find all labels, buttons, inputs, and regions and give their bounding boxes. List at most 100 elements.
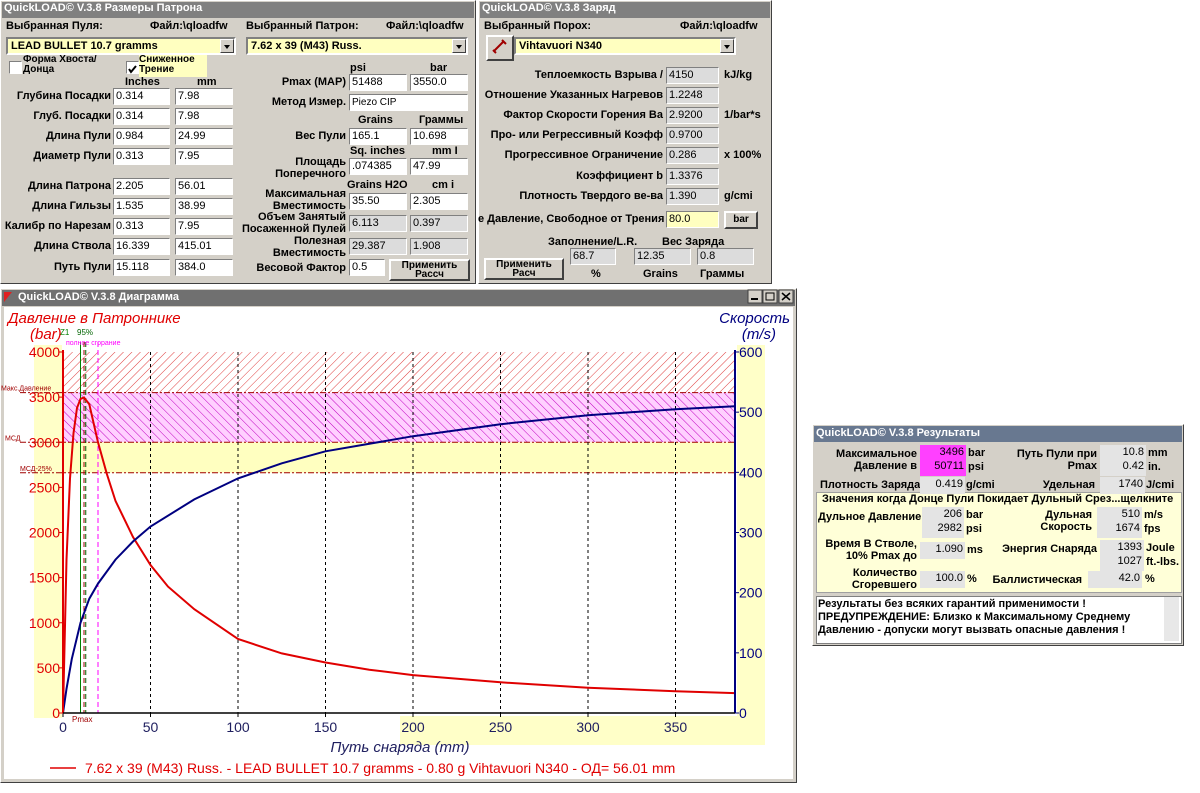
window-title: QuickLOAD© V.3.8 Диаграмма (18, 291, 180, 303)
text-area (816, 596, 1182, 644)
label: bar (968, 447, 986, 459)
readonly-field: 2.9200 (666, 107, 719, 124)
readonly-field: 1.3376 (666, 168, 719, 185)
button[interactable]: Применить Расч (484, 258, 564, 280)
input-field[interactable]: 7.98 (175, 108, 233, 125)
input-field[interactable]: 1.535 (113, 198, 170, 215)
input-field[interactable]: 0.314 (113, 108, 170, 125)
input-field[interactable]: 0.984 (113, 128, 170, 145)
x-tick-label: 250 (489, 719, 513, 735)
label: in. (1148, 461, 1161, 473)
input-field[interactable]: 2.305 (410, 193, 468, 210)
series-line (62, 405, 736, 714)
input-field[interactable]: Piezo CIP (349, 94, 468, 111)
input-field[interactable]: 384.0 (175, 259, 233, 276)
button[interactable]: bar (724, 211, 758, 229)
input-field[interactable]: 3550.0 (410, 74, 468, 91)
checkbox[interactable] (9, 61, 22, 74)
x-tick-label: 100 (226, 719, 250, 735)
label: Файл:\qloadfw (680, 20, 758, 32)
label: Значения когда Донце Пули Покидает Дульн… (822, 493, 1174, 505)
label: kJ/kg (724, 69, 753, 81)
readonly-field: 0.419 (920, 477, 965, 494)
dropdown-arrow[interactable] (220, 39, 234, 53)
input-field[interactable]: 7.98 (175, 88, 233, 105)
label: 10% Pmax до (845, 550, 917, 562)
readonly-field: 1.908 (410, 238, 468, 255)
label: % (967, 573, 977, 585)
label: m/s (1144, 509, 1163, 521)
input-field[interactable]: 16.339 (113, 238, 170, 255)
input-field[interactable]: 0.313 (113, 148, 170, 165)
input-field[interactable]: 10.698 (410, 128, 468, 145)
input-field[interactable]: 51488 (349, 74, 407, 91)
label: Полезная (294, 235, 346, 247)
label: Grains (358, 114, 393, 126)
input-field[interactable]: 80.0 (666, 211, 719, 228)
input-field[interactable]: 2.205 (113, 178, 170, 195)
input-field[interactable]: 15.118 (113, 259, 170, 276)
label: mm (197, 76, 217, 88)
label: Максимальная (265, 188, 346, 200)
dropdown[interactable]: 7.62 x 39 (M43) Russ. (246, 37, 468, 55)
input-field[interactable]: 38.99 (175, 198, 233, 215)
label: Заполнение/L.R. (548, 236, 638, 248)
label: Удельная (1042, 479, 1095, 491)
label: Вместимость (272, 247, 346, 259)
highlight (400, 716, 765, 745)
label: Плотность Твердого ве-ва (519, 190, 663, 202)
input-field[interactable]: 0.313 (113, 218, 170, 235)
scrollbar[interactable] (1164, 597, 1179, 641)
dropdown[interactable]: LEAD BULLET 10.7 gramms (6, 37, 236, 55)
label: Pmax (1067, 460, 1097, 472)
label: Калибр по Нарезам (4, 220, 111, 232)
window-buttons[interactable] (747, 289, 794, 304)
label: mm I (432, 145, 458, 157)
readonly-field: 4150 (666, 67, 719, 84)
input-field[interactable]: 24.99 (175, 128, 233, 145)
input-field[interactable]: 0.314 (113, 88, 170, 105)
label: Площадь (295, 156, 346, 168)
check-mark (128, 65, 137, 74)
input-field[interactable]: 47.99 (410, 158, 468, 175)
label: % (591, 268, 601, 280)
marker-label: Pmax (72, 715, 92, 724)
minimize-button[interactable] (747, 289, 763, 304)
y2-tick-label: 400 (739, 464, 763, 480)
input-field[interactable]: 56.01 (175, 178, 233, 195)
checkbox[interactable] (126, 61, 139, 74)
app-icon (4, 292, 12, 302)
dropdown[interactable]: Vihtavuori N340 (514, 37, 736, 55)
label: Граммы (700, 268, 745, 280)
label: psi (350, 62, 366, 74)
maximize-button[interactable] (762, 289, 778, 304)
window-title: QuickLOAD© V.3.8 Размеры Патрона (4, 2, 203, 14)
input-field[interactable]: 415.01 (175, 238, 233, 255)
y2-axis-title: Скорость (719, 310, 790, 327)
input-field[interactable]: 165.1 (349, 128, 407, 145)
label: Grains (643, 268, 678, 280)
zone-max (63, 352, 735, 393)
input-field[interactable]: 35.50 (349, 193, 407, 210)
label: psi (966, 523, 982, 535)
label: Поперечного (275, 168, 346, 180)
button[interactable]: Применить Рассч (389, 259, 470, 281)
dropdown-arrow[interactable] (720, 39, 734, 53)
input-field[interactable]: 7.95 (175, 218, 233, 235)
label: Скорость (1040, 521, 1092, 533)
label: Энергия Снаряда (1002, 543, 1097, 555)
zone-msd (63, 392, 735, 443)
readonly-field: 68.7 (570, 248, 616, 265)
label: 1/bar*s (724, 109, 761, 121)
input-field[interactable]: .074385 (349, 158, 407, 175)
label: Плотность Заряда (820, 479, 921, 491)
label: g/cmi (724, 190, 753, 202)
dropdown-arrow[interactable] (452, 39, 466, 53)
label: Граммы (419, 114, 464, 126)
text: Давлению - допуски могут вызвать опасные… (818, 624, 1126, 636)
label: Выбранный Патрон: (246, 20, 359, 32)
label: Длина Патрона (27, 180, 111, 192)
powder-button[interactable] (486, 35, 514, 61)
input-field[interactable]: 7.95 (175, 148, 233, 165)
input-field[interactable]: 0.5 (349, 259, 385, 276)
